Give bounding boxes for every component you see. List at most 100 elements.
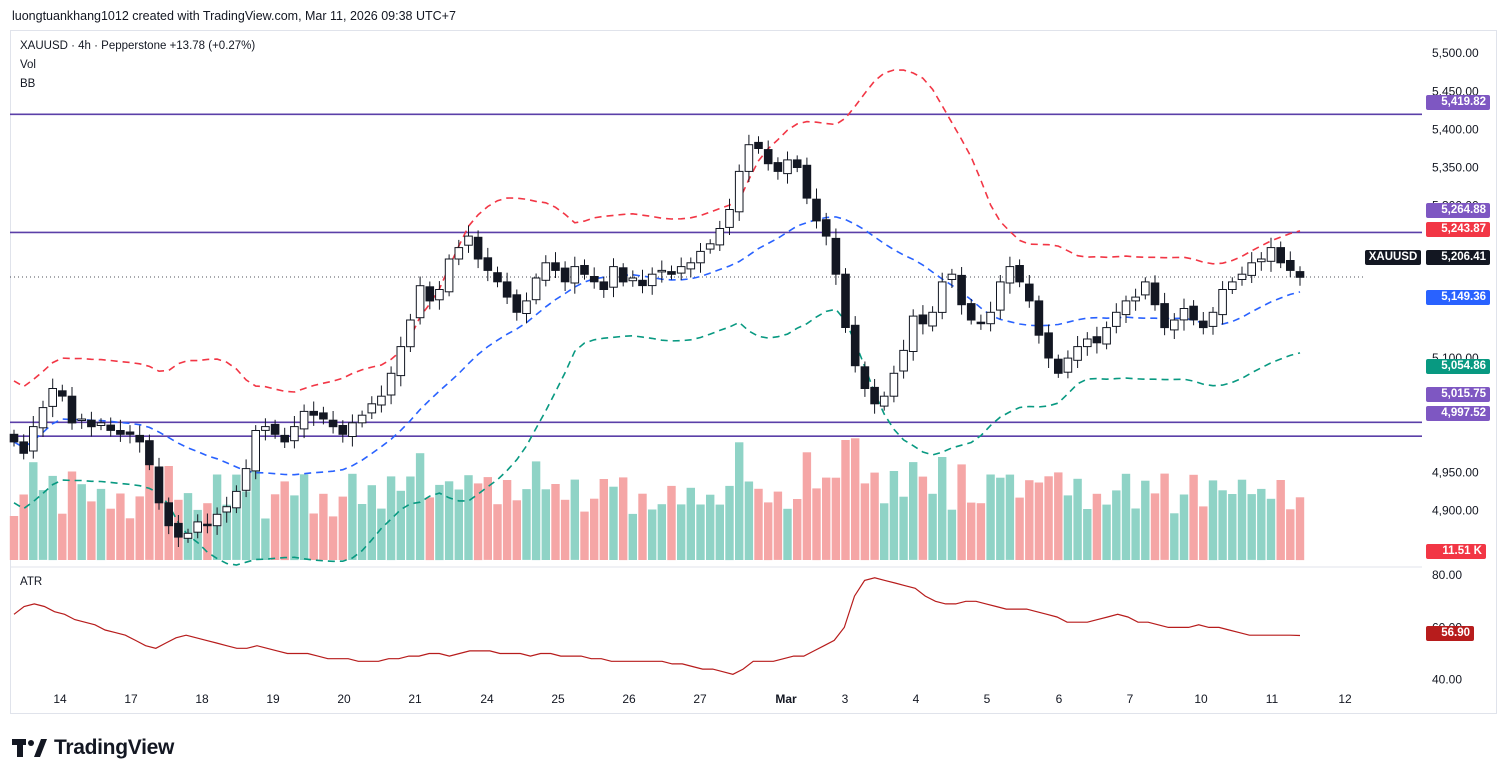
volume-bar (677, 504, 686, 560)
candle-body (1054, 358, 1063, 374)
volume-bar (9, 516, 19, 560)
volume-bar (145, 458, 154, 560)
time-tick-label: 26 (622, 692, 636, 706)
candle (599, 276, 609, 298)
candle (454, 239, 464, 266)
volume-bar (1170, 513, 1179, 560)
volume-bar (154, 467, 164, 560)
volume-bar (96, 488, 106, 561)
candle-body (1150, 282, 1160, 306)
candle (241, 459, 251, 498)
candle (937, 272, 947, 320)
time-tick-label: 20 (337, 692, 351, 706)
vol-legend[interactable]: Vol (20, 59, 36, 71)
time-tick-label: 5 (984, 692, 991, 706)
volume-bar (1218, 490, 1227, 560)
resistance-2-tag: 5,264.88 (1426, 203, 1490, 218)
volume-bar (483, 477, 492, 560)
candle-body (280, 434, 289, 443)
candle (580, 259, 589, 280)
volume-bar (338, 496, 347, 560)
candle (1025, 275, 1034, 308)
candle-body (454, 247, 464, 260)
candle-body (928, 311, 937, 327)
volume-bar (290, 495, 299, 561)
volume-bar (1295, 497, 1305, 561)
candle-body (357, 414, 367, 424)
volume-bar (512, 500, 521, 560)
volume-bar (899, 496, 908, 560)
volume-bar (1073, 478, 1082, 560)
volume-bar (996, 477, 1005, 560)
volume-bar (232, 474, 241, 560)
tradingview-logo[interactable]: TradingView (12, 736, 174, 760)
time-tick-label: 19 (266, 692, 280, 706)
volume-bars (9, 438, 1305, 561)
volume-bar (1179, 494, 1189, 560)
candle (493, 266, 502, 288)
candle-body (773, 162, 783, 172)
candle-body (290, 426, 299, 442)
candle (135, 425, 144, 453)
candle-body (1005, 266, 1015, 284)
candle-body (696, 250, 705, 264)
candle (19, 434, 28, 460)
candle (657, 260, 667, 283)
atr-legend[interactable]: ATR (20, 576, 43, 588)
candle-body (9, 433, 19, 443)
volume-bar (725, 485, 734, 561)
candle (193, 514, 202, 539)
volume-bar (706, 494, 715, 560)
candle-body (212, 513, 222, 527)
price-tick-label: 5,400.00 (1432, 122, 1479, 136)
candle (319, 406, 328, 425)
candle (1199, 312, 1208, 335)
candle-body (1286, 260, 1295, 271)
candle (280, 427, 289, 448)
volume-bar (502, 480, 512, 560)
volume-bar (551, 484, 560, 560)
candle (763, 140, 773, 171)
volume-bar (1189, 474, 1198, 560)
resistance-1-tag: 5,419.82 (1426, 95, 1490, 110)
time-tick-label: 11 (1266, 692, 1279, 706)
candle-body (889, 372, 899, 397)
candle (48, 378, 58, 418)
candle (1266, 237, 1276, 272)
volume-bar (1005, 474, 1015, 560)
volume-bar (1141, 480, 1150, 560)
candle-body (821, 219, 831, 237)
candle-body (125, 431, 135, 435)
candle-body (870, 386, 879, 405)
volume-bar (841, 440, 850, 560)
symbol-price-tag: XAUUSD (1365, 250, 1421, 265)
candle (29, 416, 38, 459)
symbol-legend[interactable]: XAUUSD · 4h · Pepperstone +13.78 (+0.27%… (20, 40, 256, 52)
candle (609, 258, 618, 298)
price-tick-label: 4,900.00 (1432, 504, 1479, 518)
volume-bar (396, 490, 405, 560)
volume-bar (106, 508, 115, 560)
candle-body (957, 274, 966, 306)
volume-bar (638, 493, 647, 560)
candle-body (628, 277, 638, 282)
atr-value-tag: 56.90 (1426, 626, 1474, 641)
price-tick-label: 5,500.00 (1432, 46, 1479, 60)
time-tick-label: 4 (913, 692, 920, 706)
volume-bar (280, 481, 289, 561)
candle (628, 270, 638, 287)
volume-bar (377, 508, 386, 560)
volume-bar (1208, 480, 1218, 561)
candle-body (106, 424, 116, 431)
volume-bar (38, 490, 48, 560)
volume-bar (744, 481, 754, 560)
time-tick-label: Mar (775, 692, 797, 706)
volume-bar (425, 497, 434, 561)
candle (947, 268, 957, 288)
candle (879, 391, 889, 411)
candle-body (918, 314, 928, 325)
bb-legend[interactable]: BB (20, 78, 36, 90)
volume-bar (783, 508, 792, 560)
support-1-tag: 5,015.75 (1426, 387, 1490, 402)
